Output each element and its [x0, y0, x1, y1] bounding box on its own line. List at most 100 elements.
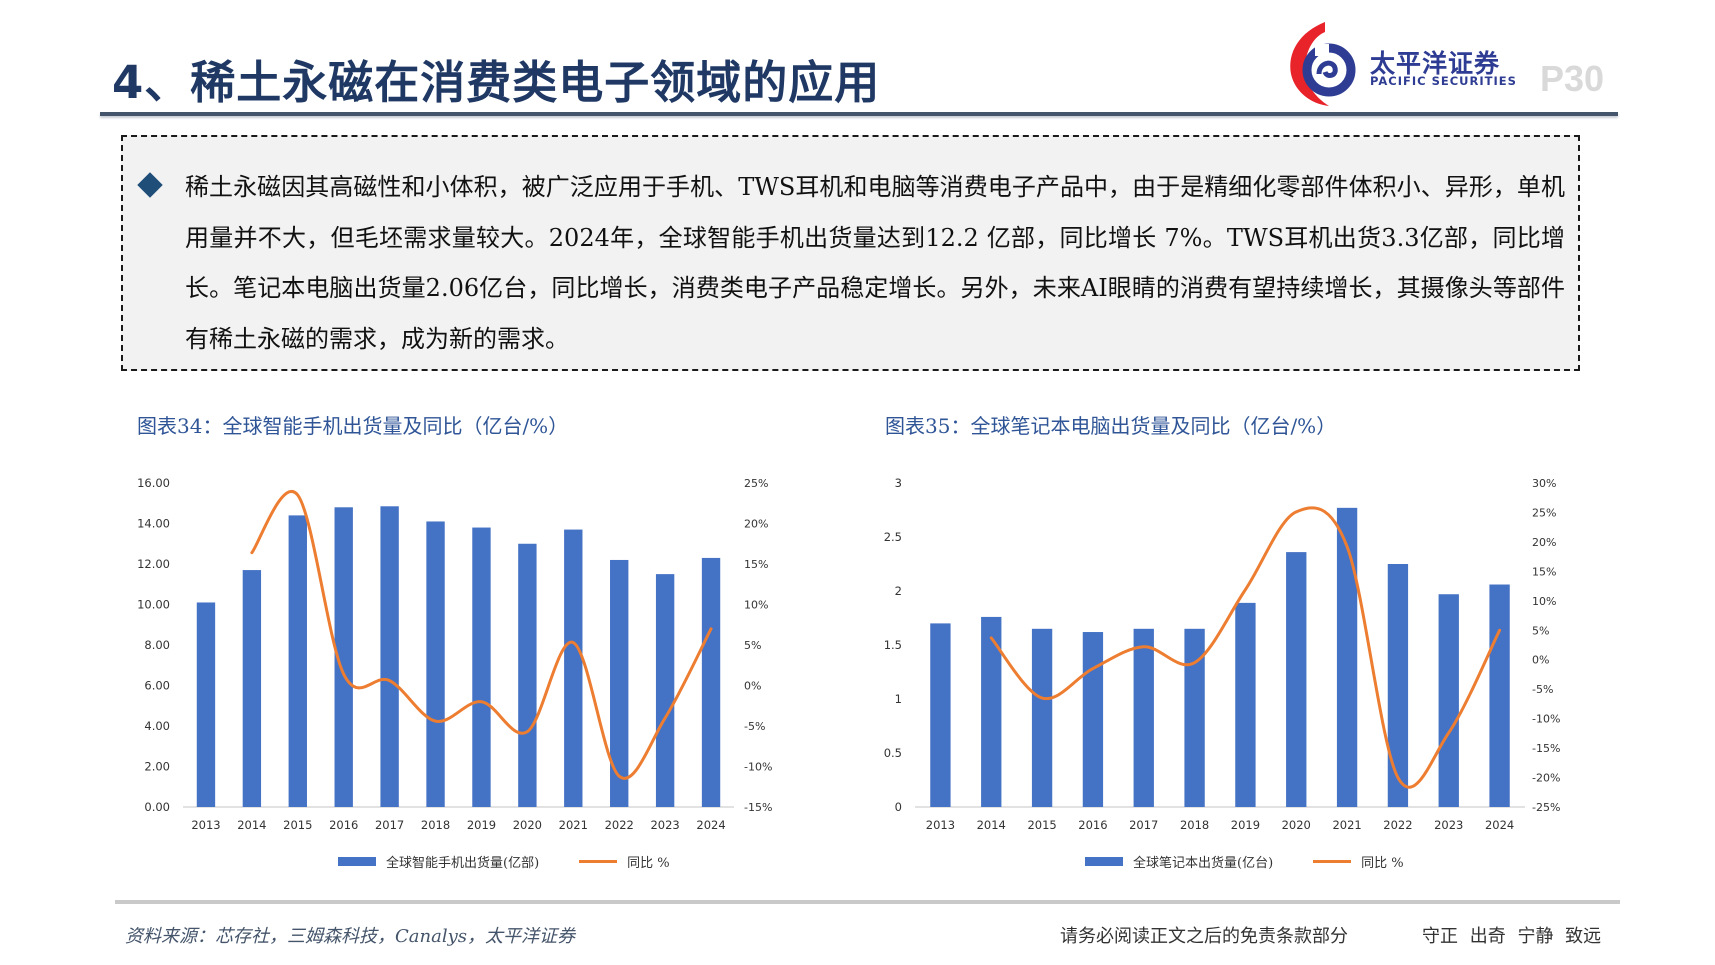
left-axis-tick: 12.00 — [137, 557, 170, 571]
x-axis-tick: 2022 — [1383, 818, 1412, 832]
right-axis-tick: -15% — [1532, 742, 1560, 755]
left-axis-tick: 3 — [895, 476, 902, 490]
bar-2013 — [196, 602, 216, 807]
bar-2014 — [242, 570, 262, 807]
bar-2021 — [564, 529, 583, 807]
diamond-bullet-icon — [137, 172, 163, 198]
right-axis-tick: 25% — [744, 477, 768, 490]
left-axis-tick: 2 — [895, 584, 902, 598]
x-axis-tick: 2022 — [605, 818, 634, 832]
bar-2018 — [426, 521, 445, 807]
x-axis-tick: 2020 — [513, 818, 542, 832]
left-axis-tick: 2.00 — [144, 760, 170, 774]
x-axis-tick: 2016 — [1078, 818, 1107, 832]
title-rule — [100, 112, 1618, 116]
yoy-growth-line — [989, 506, 1502, 789]
left-axis-tick: 6.00 — [144, 679, 170, 693]
legend-line-swatch-icon — [1313, 860, 1352, 863]
company-motto: 守正 出奇 宁静 致远 — [1422, 926, 1602, 947]
summary-note-box: 稀土永磁因其高磁性和小体积，被广泛应用于手机、TWS耳机和电脑等消费电子产品中，… — [121, 135, 1580, 371]
bar-2015 — [288, 515, 307, 807]
legend-bar-label: 全球笔记本出货量(亿台) — [1133, 856, 1274, 871]
left-axis-tick: 0.5 — [884, 746, 902, 760]
x-axis-tick: 2018 — [1180, 818, 1209, 832]
x-axis-tick: 2018 — [421, 818, 450, 832]
bar-2021 — [1336, 507, 1358, 807]
right-axis-tick: -10% — [1532, 713, 1560, 726]
summary-text: 稀土永磁因其高磁性和小体积，被广泛应用于手机、TWS耳机和电脑等消费电子产品中，… — [185, 173, 1565, 353]
left-axis-tick: 16.00 — [137, 476, 170, 490]
right-axis-tick: 30% — [1532, 477, 1556, 490]
x-axis-tick: 2024 — [1485, 818, 1514, 832]
right-axis-tick: -10% — [744, 761, 772, 774]
chart-34-legend: 全球智能手机出货量(亿部) 同比 % — [338, 852, 670, 871]
bar-2016 — [334, 507, 353, 807]
footer-rule — [115, 900, 1620, 904]
bar-2013 — [930, 623, 951, 807]
left-axis-tick: 10.00 — [137, 598, 170, 612]
x-axis-tick: 2013 — [191, 818, 220, 832]
x-axis-tick: 2014 — [977, 818, 1006, 832]
right-axis-tick: 0% — [744, 680, 761, 693]
yoy-growth-line — [250, 490, 713, 780]
bar-2015 — [1031, 628, 1053, 807]
right-axis-tick: -15% — [744, 801, 772, 814]
legend-line-label: 同比 % — [627, 856, 670, 871]
right-axis-tick: -5% — [1532, 683, 1553, 696]
figure-35-title: 图表35：全球笔记本电脑出货量及同比（亿台/%） — [885, 414, 1337, 438]
bar-2019 — [472, 527, 491, 807]
left-axis-tick: 4.00 — [144, 719, 170, 733]
right-axis-tick: 20% — [1532, 536, 1556, 549]
right-axis-tick: 20% — [744, 518, 768, 531]
right-axis-tick: -25% — [1532, 801, 1560, 814]
legend-bar-label: 全球智能手机出货量(亿部) — [386, 856, 540, 871]
x-axis-tick: 2020 — [1282, 818, 1311, 832]
bar-2024 — [701, 557, 721, 807]
right-axis-tick: 10% — [744, 599, 768, 612]
bar-2017 — [1133, 628, 1154, 807]
x-axis-tick: 2023 — [650, 818, 679, 832]
x-axis-tick: 2021 — [559, 818, 588, 832]
right-axis-tick: 0% — [1532, 654, 1549, 667]
disclaimer-text: 请务必阅读正文之后的免责条款部分 — [1060, 926, 1348, 947]
right-axis-tick: 5% — [744, 639, 761, 652]
x-axis-tick: 2019 — [1231, 818, 1260, 832]
bar-2024 — [1489, 584, 1510, 807]
smartphone-shipments-chart: 0.00 2.00 4.00 6.00 8.00 10.00 12.00 14.00 16.00… — [120, 470, 840, 874]
x-axis-tick: 2013 — [926, 818, 955, 832]
bar-2014 — [981, 616, 1002, 807]
right-axis-tick: 10% — [1532, 595, 1556, 608]
left-axis-tick: 2.5 — [884, 530, 902, 544]
right-axis-tick: 15% — [744, 558, 768, 571]
bar-2023 — [655, 574, 675, 807]
legend-bar-swatch-icon — [1085, 857, 1123, 866]
left-axis-tick: 14.00 — [137, 517, 170, 531]
page-title: 4、稀土永磁在消费类电子领域的应用 — [112, 56, 881, 109]
legend-line-label: 同比 % — [1361, 856, 1404, 871]
data-source: 资料来源：芯存社，三姆森科技，Canalys，太平洋证券 — [125, 926, 575, 947]
right-axis-tick: -5% — [744, 720, 765, 733]
chart-35-legend: 全球笔记本出货量(亿台) 同比 % — [1085, 852, 1404, 871]
x-axis-tick: 2024 — [696, 818, 725, 832]
logo-chinese-name: 太平洋证券 — [1370, 49, 1501, 78]
figure-34-title: 图表34：全球智能手机出货量及同比（亿台/%） — [137, 414, 569, 438]
right-axis-tick: 5% — [1532, 624, 1549, 637]
bar-2020 — [1286, 552, 1307, 807]
right-axis-tick: 25% — [1532, 506, 1556, 519]
bar-2020 — [518, 543, 537, 807]
left-axis-tick: 0.00 — [144, 800, 170, 814]
bar-2018 — [1184, 628, 1205, 807]
x-axis-tick: 2017 — [1129, 818, 1158, 832]
right-axis-tick: 15% — [1532, 565, 1556, 578]
page-number: P30 — [1540, 58, 1605, 99]
left-axis-tick: 1 — [895, 692, 902, 706]
left-axis-tick: 8.00 — [144, 638, 170, 652]
x-axis-tick: 2023 — [1434, 818, 1463, 832]
bar-2016 — [1082, 632, 1104, 807]
x-axis-tick: 2017 — [375, 818, 404, 832]
left-axis-tick: 0 — [895, 800, 902, 814]
logo-english-name: PACIFIC SECURITIES — [1370, 74, 1517, 88]
bar-2023 — [1438, 594, 1459, 807]
logo-mark-icon — [1290, 22, 1356, 106]
right-axis-tick: -20% — [1532, 772, 1560, 785]
